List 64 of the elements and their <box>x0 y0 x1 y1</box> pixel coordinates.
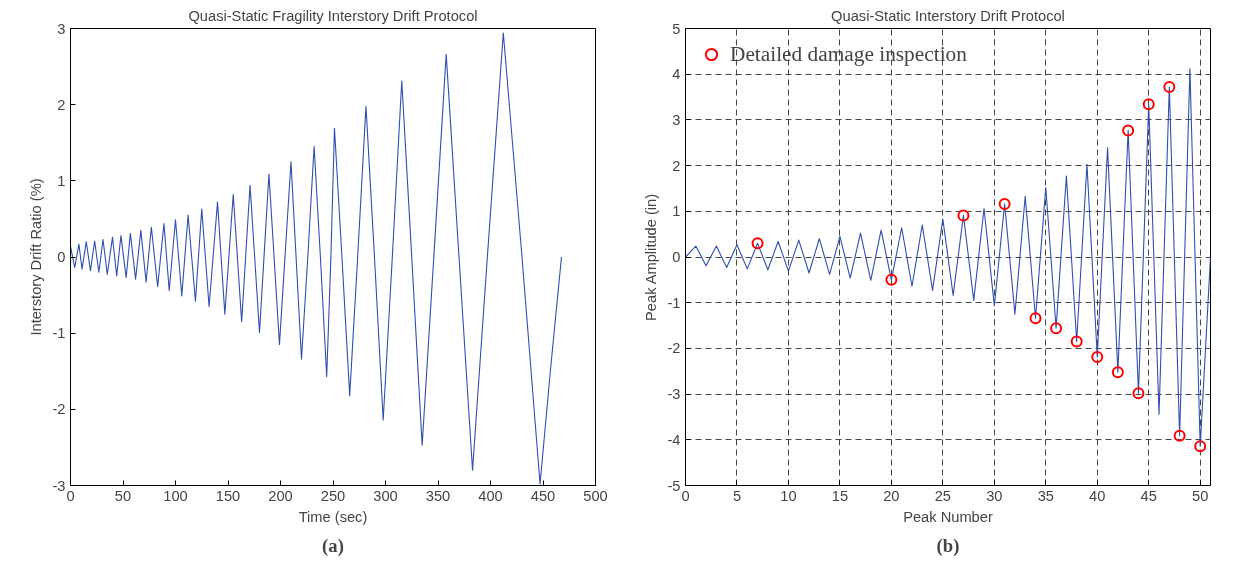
point <box>1122 124 1135 137</box>
y-tick-label: -3 <box>667 386 681 403</box>
point <box>957 209 970 222</box>
x-tick-label: 300 <box>373 487 398 504</box>
point <box>1173 429 1186 442</box>
point <box>1091 351 1104 364</box>
y-tick-label: -2 <box>667 340 681 357</box>
point <box>1029 312 1042 325</box>
x-tick-label: 35 <box>1037 487 1054 504</box>
y-tick-label: -5 <box>667 477 681 494</box>
point <box>1163 81 1176 93</box>
y-tick-label: 5 <box>672 20 681 37</box>
x-tick-label: 25 <box>934 487 952 504</box>
y-tick-label: 1 <box>672 203 681 220</box>
y-tick-label: 3 <box>672 111 681 128</box>
x-axis-title: Time (sec) <box>298 508 368 525</box>
y-tick-label: -4 <box>667 431 681 448</box>
x-tick-label: 450 <box>530 487 556 504</box>
x-axis-title: Peak Number <box>903 508 993 525</box>
point <box>1050 322 1063 335</box>
y-tick-label: 2 <box>57 96 66 113</box>
x-tick-label: 10 <box>780 487 797 504</box>
point <box>751 237 764 250</box>
y-axis-title: Interstory Drift Ratio (%) <box>28 178 45 336</box>
y-tick-label: 2 <box>672 157 681 174</box>
y-tick-label: 1 <box>57 172 66 189</box>
text: (b) <box>936 534 960 557</box>
y-tick-label: 3 <box>57 20 66 37</box>
x-tick-label: 150 <box>215 487 241 504</box>
text: (a) <box>322 534 344 557</box>
x-tick-label: 5 <box>732 487 742 504</box>
line-series <box>70 32 563 485</box>
x-tick-label: 250 <box>320 487 346 504</box>
line-series <box>685 68 1211 447</box>
y-tick-label: -2 <box>52 401 66 418</box>
x-tick-label: 200 <box>268 487 293 504</box>
chart-title: Quasi-Static Interstory Drift Protocol <box>831 7 1065 24</box>
y-tick-label: 4 <box>672 66 681 83</box>
x-tick-label: 30 <box>986 487 1003 504</box>
y-tick-label: -1 <box>667 294 681 311</box>
point <box>1111 366 1124 379</box>
x-tick-label: 100 <box>163 487 188 504</box>
chart-title: Quasi-Static Fragility Interstory Drift Protocol <box>188 7 478 24</box>
x-tick-label: 40 <box>1089 487 1106 504</box>
point <box>1142 98 1155 111</box>
point <box>998 198 1011 210</box>
x-tick-label: 45 <box>1140 487 1157 504</box>
y-tick-label: -3 <box>52 477 66 494</box>
x-tick-label: 350 <box>425 487 451 504</box>
point <box>885 273 898 286</box>
x-tick-label: 500 <box>583 487 608 504</box>
point <box>1070 335 1083 348</box>
x-tick-label: 20 <box>883 487 900 504</box>
point <box>1132 387 1145 400</box>
point <box>1194 440 1207 453</box>
x-tick-label: 50 <box>1192 487 1209 504</box>
y-tick-label: -1 <box>52 325 66 342</box>
y-tick-label: 0 <box>672 249 681 265</box>
legend-label: Detailed damage inspection <box>730 41 967 67</box>
x-tick-label: 50 <box>114 487 132 504</box>
x-tick-label: 15 <box>831 487 849 504</box>
y-tick-label: 0 <box>57 249 66 265</box>
y-axis-title: Peak Amplitude (in) <box>643 193 660 321</box>
x-tick-label: 400 <box>478 487 503 504</box>
